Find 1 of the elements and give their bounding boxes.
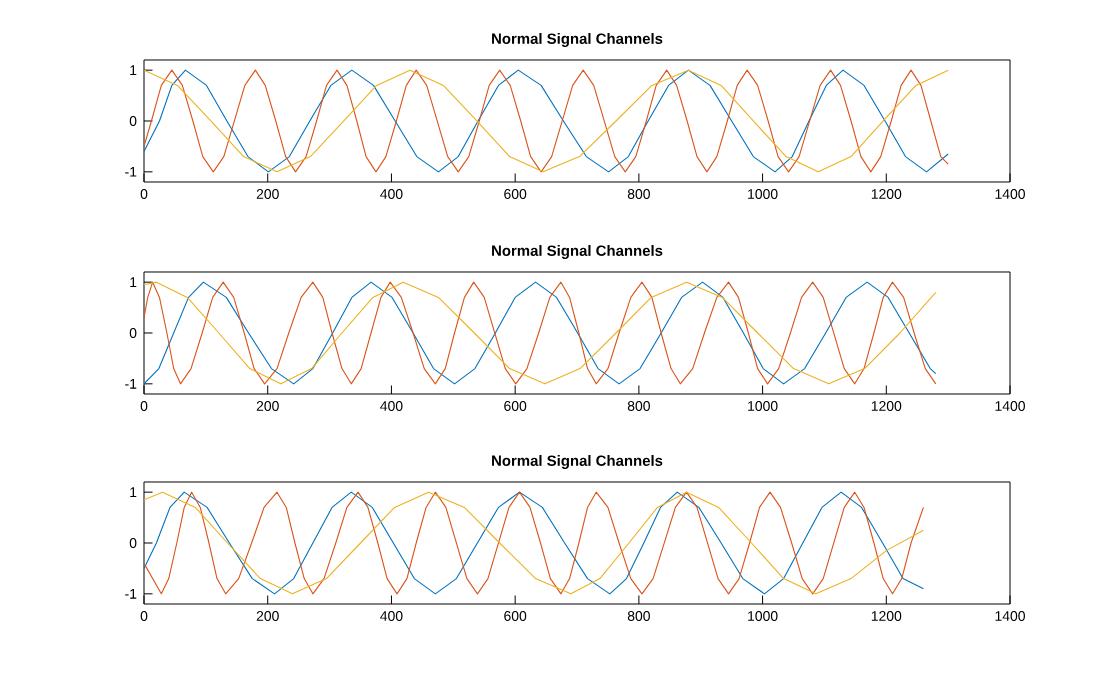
line-series — [144, 69, 949, 173]
